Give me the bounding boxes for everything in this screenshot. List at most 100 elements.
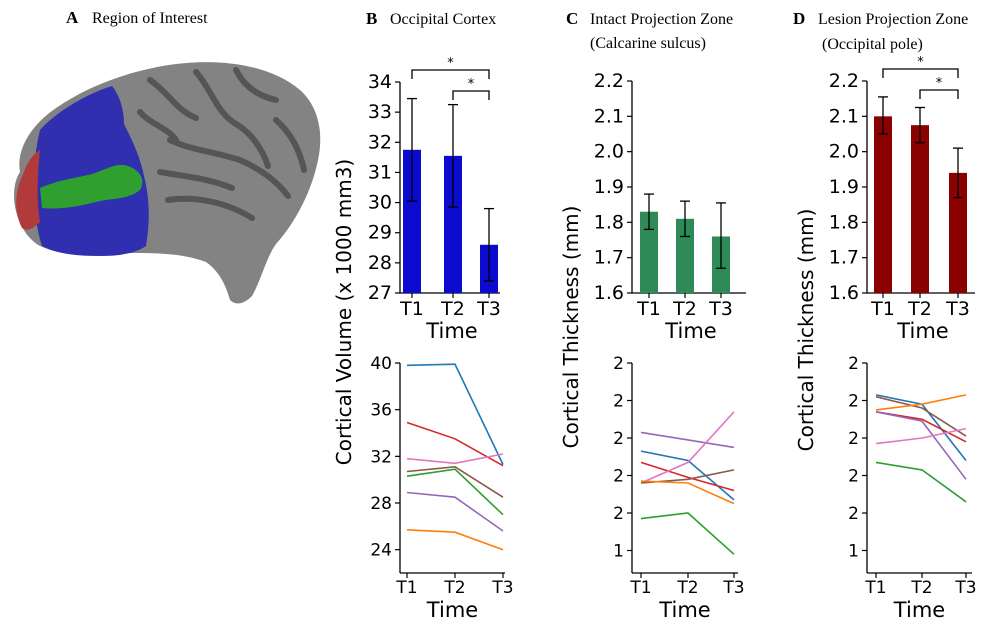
y-tick-label: 2.2 (594, 70, 624, 92)
panel-b-title-text: Occipital Cortex (390, 11, 496, 28)
x-axis-label: Time (426, 598, 478, 621)
series-line-6 (875, 427, 967, 445)
bar-t3 (949, 172, 967, 293)
x-axis-label: Time (658, 598, 710, 621)
series-line-6 (640, 480, 735, 505)
brain-occipital-region (34, 86, 149, 256)
y-tick-label: 2 (613, 354, 624, 374)
y-tick-label: 1 (613, 542, 624, 562)
series-line-2 (640, 450, 735, 501)
series-line-5 (875, 411, 967, 480)
y-tick-label: 2 (613, 504, 624, 524)
y-tick-label: 1.9 (594, 176, 624, 198)
x-tick-label: T3 (476, 298, 501, 320)
brain-sulci (137, 67, 307, 221)
series-line-2 (406, 421, 504, 467)
brain-illustration (14, 62, 321, 304)
series-line-1 (406, 363, 504, 465)
x-tick-label: T1 (864, 578, 886, 598)
series-line-5 (406, 468, 504, 516)
sulcus-1 (147, 77, 199, 121)
brain-occipital-pole-region (16, 150, 40, 230)
panel-b-letter: B (366, 9, 377, 28)
sulcus-7 (273, 117, 307, 173)
series-line-3 (406, 453, 504, 465)
x-tick-label: T2 (672, 298, 697, 320)
series-line-7 (875, 461, 967, 503)
x-tick-label: T2 (907, 298, 932, 320)
sulcus-5 (137, 109, 179, 143)
series-line-3 (640, 461, 735, 492)
x-axis-label: Time (893, 598, 945, 621)
y-tick-label: 1.8 (829, 211, 859, 233)
x-axis-label: Time (664, 319, 716, 343)
significance-bracket (919, 89, 959, 99)
significance-bracket (882, 68, 959, 78)
y-tick-label: 1.9 (829, 176, 859, 198)
series-line-1 (640, 431, 735, 449)
bar-t2 (444, 155, 462, 293)
y-tick-label: 31 (368, 161, 392, 183)
x-axis-label: Time (896, 319, 948, 343)
x-tick-label: T2 (910, 578, 932, 598)
y-tick-label: 30 (368, 192, 392, 214)
y-tick-label: 2 (613, 467, 624, 487)
series-line-6 (406, 491, 504, 532)
x-tick-label: T3 (945, 298, 970, 320)
sulcus-2 (193, 69, 271, 169)
y-tick-label: 32 (368, 131, 392, 153)
y-tick-label: 1.8 (594, 211, 624, 233)
panel-a-title: A Region of Interest (66, 8, 208, 27)
y-tick-label: 28 (368, 252, 392, 274)
y-tick-label: 2 (613, 392, 624, 412)
sulcus-3 (233, 67, 279, 103)
y-tick-label: 27 (368, 282, 392, 304)
y-tick-label: 28 (370, 494, 392, 514)
y-tick-label: 2.1 (594, 105, 624, 127)
series-line-4 (640, 411, 735, 484)
panel-d-title-line1: Lesion Projection Zone (818, 11, 968, 28)
panel-a-title-text: Region of Interest (92, 10, 208, 27)
bar-t1 (640, 211, 658, 293)
y-axis-label-volume: Cortical Volume (x 1000 mm3) (332, 159, 356, 465)
significance-marker: * (468, 77, 475, 92)
x-tick-label: T1 (629, 578, 651, 598)
significance-marker: * (936, 76, 943, 91)
series-line-3 (875, 394, 967, 411)
y-tick-label: 2.1 (829, 105, 859, 127)
x-tick-label: T1 (395, 578, 417, 598)
y-tick-label: 1.7 (829, 247, 859, 269)
y-tick-label: 2.0 (829, 141, 859, 163)
y-tick-label: 2 (848, 467, 859, 487)
series-line-4 (406, 465, 504, 498)
series-line-2 (875, 395, 967, 437)
y-axis-label-thickness-d: Cortical Thickness (mm) (794, 209, 818, 452)
y-tick-label: 32 (370, 447, 392, 467)
x-tick-label: T1 (636, 298, 661, 320)
bar-t2 (911, 125, 929, 294)
y-tick-label: 2 (848, 429, 859, 449)
significance-marker: * (447, 56, 454, 71)
panel-c-title: C Intact Projection Zone (Calcarine sulc… (566, 9, 733, 52)
y-tick-label: 2 (848, 354, 859, 374)
bar-t1 (403, 149, 421, 293)
significance-bracket (452, 90, 490, 100)
chart-c-line: 1 2 2 2 2 2 T1 T2 T3 Time (613, 354, 744, 621)
y-tick-label: 1.7 (594, 247, 624, 269)
y-tick-label: 2 (613, 429, 624, 449)
y-tick-label: 36 (370, 401, 392, 421)
y-tick-label: 29 (368, 222, 392, 244)
chart-b-line: 24 28 32 36 40 T1 T2 T3 Time (370, 354, 513, 621)
y-tick-label: 40 (370, 354, 392, 374)
panel-d-title: D Lesion Projection Zone (Occipital pole… (793, 9, 968, 53)
x-tick-label: T2 (443, 578, 465, 598)
panel-c-letter: C (566, 9, 578, 28)
bar-t2 (676, 218, 694, 293)
x-tick-label: T1 (399, 298, 424, 320)
x-tick-label: T1 (870, 298, 895, 320)
bar-t1 (874, 116, 892, 293)
